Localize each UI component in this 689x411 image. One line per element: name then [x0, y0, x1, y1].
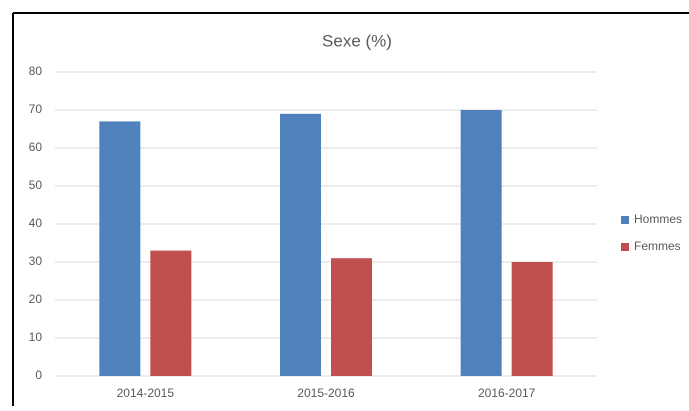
bar [99, 121, 141, 377]
y-tick-label: 60 [29, 140, 43, 154]
y-tick-label: 20 [29, 292, 43, 306]
bar [280, 113, 321, 377]
bar [331, 258, 372, 376]
x-tick-label: 2015-2016 [297, 386, 355, 400]
legend-label: Hommes [634, 212, 682, 226]
legend-swatch [621, 216, 629, 224]
y-tick-label: 50 [29, 178, 43, 192]
y-tick-label: 70 [29, 102, 43, 116]
bar [511, 262, 553, 376]
y-tick-label: 40 [29, 216, 43, 230]
y-tick-label: 0 [35, 368, 42, 382]
x-tick-label: 2014-2015 [117, 386, 175, 400]
y-tick-label: 10 [29, 330, 43, 344]
y-tick-label: 80 [29, 64, 43, 78]
legend-swatch [621, 243, 629, 251]
bar [150, 250, 192, 376]
chart-title: Sexe (%) [322, 31, 392, 50]
legend-label: Femmes [634, 239, 681, 253]
bar [460, 110, 502, 376]
x-tick-label: 2016-2017 [478, 386, 536, 400]
y-tick-label: 30 [29, 254, 43, 268]
